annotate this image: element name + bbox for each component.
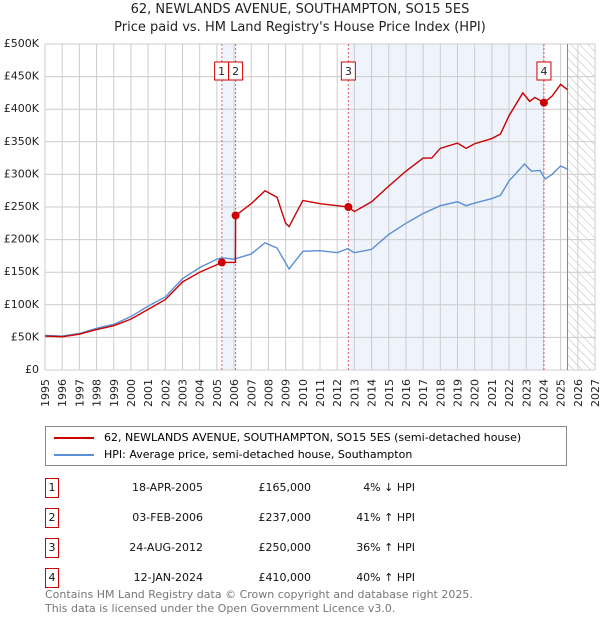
legend-item-property: 62, NEWLANDS AVENUE, SOUTHAMPTON, SO15 5…	[54, 430, 521, 445]
sale-hpi-diff: 40% ↑ HPI	[356, 571, 415, 584]
y-tick-label: £50K	[11, 330, 40, 343]
x-tick-label: 2020	[469, 379, 482, 407]
y-tick-label: £100K	[4, 298, 40, 311]
x-tick-label: 2016	[400, 379, 413, 407]
x-tick-label: 2013	[348, 379, 361, 407]
footer-line-2: This data is licensed under the Open Gov…	[45, 602, 396, 615]
sale-label-box	[340, 61, 356, 81]
x-tick-label: 2024	[537, 379, 550, 407]
x-tick-label: 2000	[125, 379, 138, 407]
legend-item-hpi: HPI: Average price, semi-detached house,…	[54, 447, 412, 462]
x-tick-label: 2025	[555, 379, 568, 407]
sale-label: 3	[345, 65, 352, 78]
x-tick-label: 2021	[486, 379, 499, 407]
x-tick-label: 2027	[589, 379, 600, 407]
x-tick-label: 2012	[331, 379, 344, 407]
x-tick-label: 1998	[91, 379, 104, 407]
plot-area: 1995 1996 1997 1998 1999 2000 2001 2002 2003 2004…	[4, 37, 600, 407]
sale-point	[231, 211, 240, 220]
sale-label: 2	[232, 65, 239, 78]
x-tick-label: 2022	[503, 379, 516, 407]
sale-price: £165,000	[258, 481, 312, 494]
sale-price: £410,000	[258, 571, 312, 584]
sale-price: £237,000	[258, 511, 312, 524]
sale-number: 2	[45, 508, 59, 528]
sale-date: 18-APR-2005	[131, 481, 203, 494]
sale-hpi-diff: 36% ↑ HPI	[356, 541, 415, 554]
x-tick-label: 1996	[56, 379, 69, 407]
y-tick-label: £300K	[4, 167, 40, 180]
sale-row: 2 03-FEB-2006 £237,000 41% ↑ HPI	[45, 508, 445, 528]
x-tick-label: 2023	[520, 379, 533, 407]
x-tick-label: 2002	[159, 379, 172, 407]
sale-row: 3 24-AUG-2012 £250,000 36% ↑ HPI	[45, 538, 445, 558]
x-tick-label: 2026	[572, 379, 585, 407]
x-tick-label: 2001	[142, 379, 155, 407]
x-tick-label: 1997	[73, 379, 86, 407]
sale-number: 1	[45, 478, 59, 498]
x-tick-label: 2005	[211, 379, 224, 407]
legend-label: 62, NEWLANDS AVENUE, SOUTHAMPTON, SO15 5…	[104, 431, 522, 444]
y-tick-label: £200K	[4, 233, 40, 246]
legend: 62, NEWLANDS AVENUE, SOUTHAMPTON, SO15 5…	[45, 426, 567, 466]
sale-date: 24-AUG-2012	[129, 541, 203, 554]
x-tick-label: 2015	[383, 379, 396, 407]
x-tick-label: 2004	[194, 379, 207, 407]
sale-label: 4	[540, 65, 547, 78]
x-tick-label: 2010	[297, 379, 310, 407]
footer-line-1: Contains HM Land Registry data © Crown c…	[45, 588, 473, 601]
x-tick-label: 2014	[366, 379, 379, 407]
x-tick-label: 2008	[262, 379, 275, 407]
y-tick-label: £500K	[4, 37, 40, 50]
sale-row: 1 18-APR-2005 £165,000 4% ↓ HPI	[45, 478, 445, 498]
x-tick-label: 2011	[314, 379, 327, 407]
x-tick-label: 2007	[245, 379, 258, 407]
sale-row: 4 12-JAN-2024 £410,000 40% ↑ HPI	[45, 568, 445, 588]
sale-number: 4	[45, 568, 59, 588]
sale-point	[344, 203, 353, 211]
sale-label-box	[228, 61, 244, 81]
sale-hpi-diff: 41% ↑ HPI	[356, 511, 415, 524]
legend-label: HPI: Average price, semi-detached house,…	[104, 448, 413, 461]
x-tick-label: 2018	[434, 379, 447, 407]
hpi-line	[44, 162, 568, 337]
y-tick-label: £450K	[4, 70, 40, 83]
chart-subtitle: Price paid vs. HM Land Registry's House …	[114, 20, 486, 35]
sale-label: 1	[218, 65, 225, 78]
x-tick-label: 1995	[39, 379, 52, 407]
x-tick-label: 2017	[417, 379, 430, 407]
footer: Contains HM Land Registry data © Crown c…	[45, 588, 473, 616]
sale-label-box	[536, 61, 552, 81]
chart-title: 62, NEWLANDS AVENUE, SOUTHAMPTON, SO15 5…	[130, 2, 470, 17]
y-tick-label: £250K	[4, 200, 40, 213]
x-tick-label: 2006	[228, 379, 241, 407]
sale-date: 12-JAN-2024	[133, 571, 203, 584]
x-tick-label: 2003	[177, 379, 190, 407]
y-tick-label: £350K	[4, 135, 40, 148]
x-tick-label: 2009	[280, 379, 293, 407]
y-tick-label: £400K	[4, 102, 40, 115]
sale-point	[539, 98, 548, 107]
legend-swatch-blue	[54, 453, 94, 456]
sale-date: 03-FEB-2006	[132, 511, 203, 524]
x-tick-label: 2019	[452, 379, 465, 407]
sale-hpi-diff: 4% ↓ HPI	[363, 481, 415, 494]
sale-price: £250,000	[258, 541, 312, 554]
property-price-line	[44, 83, 568, 338]
x-tick-label: 1999	[108, 379, 121, 407]
sale-point	[217, 258, 226, 267]
sale-number: 3	[45, 538, 59, 558]
y-tick-label: £150K	[4, 265, 40, 278]
legend-swatch-red	[54, 436, 94, 439]
y-tick-label: £0	[25, 363, 39, 376]
